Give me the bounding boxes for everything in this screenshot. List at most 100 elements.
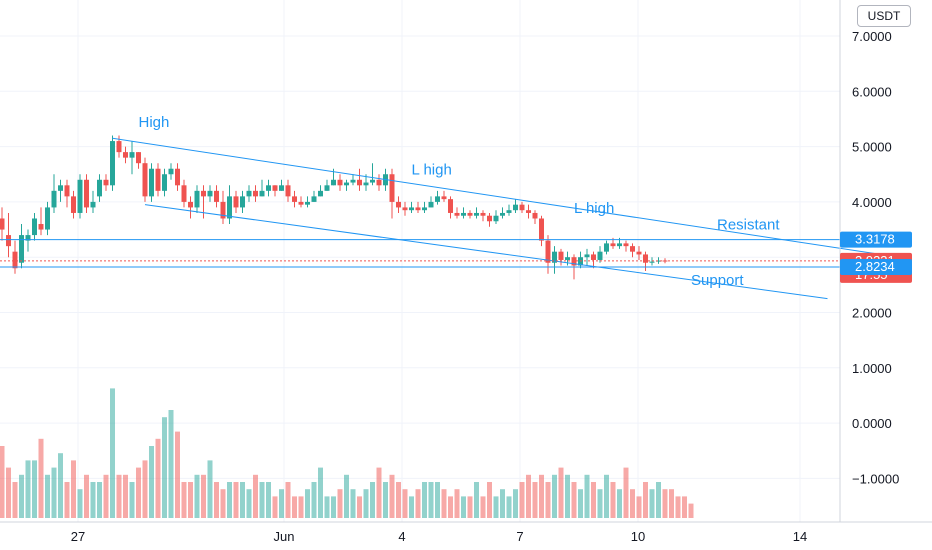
volume-bar	[123, 474, 128, 518]
candle-body	[272, 185, 278, 191]
price-tag	[840, 231, 912, 248]
volume-bar	[45, 474, 50, 518]
y-tick-label: 2.0000	[852, 306, 892, 321]
volume-bar	[162, 417, 167, 518]
candle-body	[305, 201, 310, 205]
candle-body	[376, 179, 382, 186]
volume-bar	[487, 482, 492, 518]
volume-bar	[6, 467, 11, 518]
volume-bar	[383, 482, 388, 518]
candle-body	[409, 207, 414, 211]
volume-bar	[38, 438, 44, 518]
candle-body	[584, 254, 590, 258]
drawn-lines	[0, 137, 900, 300]
candle-body	[155, 168, 161, 191]
volume-bar	[64, 482, 70, 518]
y-tick-label: 1.0000	[852, 361, 892, 376]
volume-bar	[116, 474, 122, 518]
candle-body	[285, 185, 291, 197]
volume-bar	[311, 482, 317, 518]
candle-body	[142, 163, 148, 197]
candle-body	[610, 243, 616, 247]
x-tick-label: Jun	[274, 529, 295, 544]
candle-body	[220, 201, 226, 219]
y-tick-label: 5.0000	[852, 140, 892, 155]
volume-bar	[461, 496, 466, 518]
candle-body	[324, 185, 330, 191]
candle-body	[259, 190, 265, 197]
volume-bar	[539, 474, 544, 518]
volume-bar	[448, 496, 453, 518]
candle-body	[25, 235, 31, 241]
volume-bar	[298, 496, 304, 518]
volume-bar	[214, 482, 219, 518]
candle-body	[331, 179, 336, 186]
currency-selector[interactable]: USDT	[857, 5, 911, 27]
volume-bar	[532, 482, 538, 518]
candle-body	[246, 190, 252, 197]
volume-bar	[292, 496, 297, 518]
volume-bar	[350, 489, 356, 518]
volume-bar	[474, 482, 479, 518]
volume-bar	[71, 460, 76, 518]
candle-body	[77, 179, 83, 213]
candle-body	[519, 204, 525, 211]
volume-bar	[500, 489, 505, 518]
volume-bar	[435, 482, 440, 518]
volume-bar	[233, 482, 239, 518]
price-tag-label: 2.8234	[855, 259, 895, 274]
volume-bar	[526, 474, 531, 518]
candle-body	[298, 201, 304, 205]
candle-body	[32, 218, 37, 236]
volume-bar	[454, 489, 460, 518]
candle-body	[38, 224, 44, 230]
volume-bar	[493, 496, 499, 518]
volume-bar	[513, 489, 518, 518]
candle-body	[649, 261, 655, 263]
candle-body	[467, 212, 473, 216]
time-axis[interactable]: 27 Jun 4 7 10 14	[71, 529, 807, 544]
candle-body	[0, 218, 5, 230]
volume-bar	[279, 489, 284, 518]
volume-bar	[545, 482, 551, 518]
candle-body	[227, 196, 232, 219]
volume-bar	[142, 460, 148, 518]
volume-bar	[578, 489, 583, 518]
candle-body	[623, 243, 629, 247]
volume-bar	[591, 482, 596, 518]
candle-body	[162, 174, 167, 191]
candle-body	[58, 185, 63, 191]
candle-body	[103, 179, 109, 186]
volume-bar	[558, 467, 564, 518]
candle-body	[513, 204, 518, 211]
volume-bar	[227, 482, 232, 518]
candle-body	[168, 168, 174, 175]
candle-body	[357, 179, 362, 186]
candle-body	[149, 168, 154, 197]
volume-bar	[604, 474, 609, 518]
candle-body	[415, 207, 421, 211]
volume-bar	[584, 474, 590, 518]
volume-bar	[110, 388, 115, 518]
candle-body	[12, 251, 18, 269]
volume-bar	[129, 482, 135, 518]
candle-body	[591, 254, 596, 260]
candle-body	[64, 185, 70, 197]
volume-bar	[155, 438, 161, 518]
volume-bar	[32, 460, 37, 518]
volume-bar	[344, 474, 349, 518]
volume-bar	[103, 474, 109, 518]
candle-body	[539, 218, 544, 241]
volume-bar	[636, 496, 642, 518]
volume-bar	[324, 496, 330, 518]
volume-bar	[682, 496, 687, 518]
volume-bar	[77, 489, 83, 518]
candle-body	[461, 212, 466, 216]
candle-body	[194, 190, 200, 208]
candle-body	[604, 243, 609, 252]
volume-bar	[201, 474, 206, 518]
candle-body	[90, 201, 96, 208]
y-tick-label: 0.0000	[852, 416, 892, 431]
volume-bar	[331, 496, 336, 518]
